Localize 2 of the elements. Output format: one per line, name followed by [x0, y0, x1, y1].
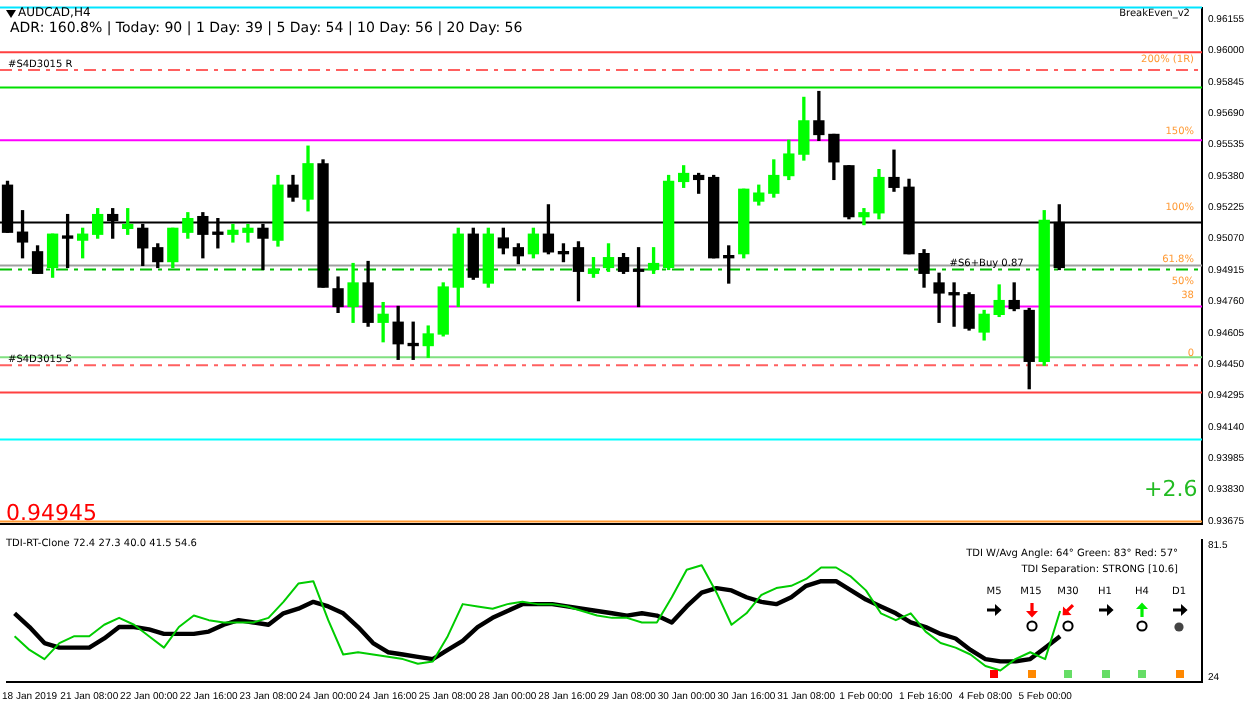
- annotation: +2.6: [1144, 476, 1198, 502]
- annotation: 0.94945: [6, 500, 97, 526]
